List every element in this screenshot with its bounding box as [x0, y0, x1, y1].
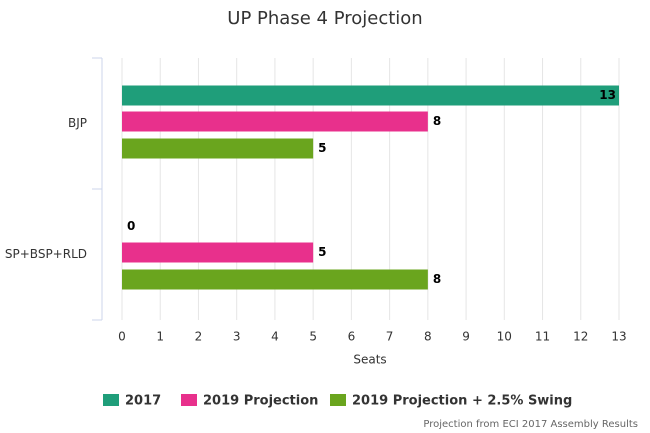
- data-label: 0: [127, 219, 135, 233]
- bar: [122, 242, 314, 263]
- bar: [122, 85, 619, 106]
- y-tick-label: BJP: [68, 116, 87, 130]
- bar: [122, 138, 314, 159]
- bar: [122, 111, 428, 132]
- x-tick-label: 2: [195, 330, 203, 344]
- x-tick-label: 13: [611, 330, 626, 344]
- x-tick-label: 12: [573, 330, 588, 344]
- x-tick-label: 0: [118, 330, 126, 344]
- legend-label: 2019 Projection: [203, 394, 318, 409]
- legend-swatch: [330, 394, 346, 406]
- chart-title: UP Phase 4 Projection: [227, 8, 422, 29]
- x-tick-label: 8: [424, 330, 432, 344]
- x-tick-label: 3: [233, 330, 241, 344]
- y-tick-label: SP+BSP+RLD: [5, 247, 87, 261]
- x-tick-label: 1: [156, 330, 164, 344]
- data-label: 8: [433, 272, 441, 286]
- legend-swatch: [181, 394, 197, 406]
- data-label: 13: [599, 88, 616, 102]
- data-label: 5: [318, 141, 326, 155]
- legend-label: 2017: [125, 394, 161, 409]
- x-tick-label: 5: [309, 330, 317, 344]
- legend-label: 2019 Projection + 2.5% Swing: [352, 394, 572, 409]
- x-tick-label: 7: [386, 330, 394, 344]
- data-label: 8: [433, 114, 441, 128]
- credit: Projection from ECI 2017 Assembly Result…: [423, 419, 638, 430]
- x-tick-label: 11: [535, 330, 550, 344]
- x-tick-label: 10: [497, 330, 512, 344]
- x-axis-label: Seats: [353, 353, 386, 367]
- x-tick-label: 9: [462, 330, 470, 344]
- data-label: 5: [318, 245, 326, 259]
- bar: [122, 269, 428, 290]
- x-tick-label: 4: [271, 330, 279, 344]
- x-tick-label: 6: [348, 330, 356, 344]
- legend-swatch: [103, 394, 119, 406]
